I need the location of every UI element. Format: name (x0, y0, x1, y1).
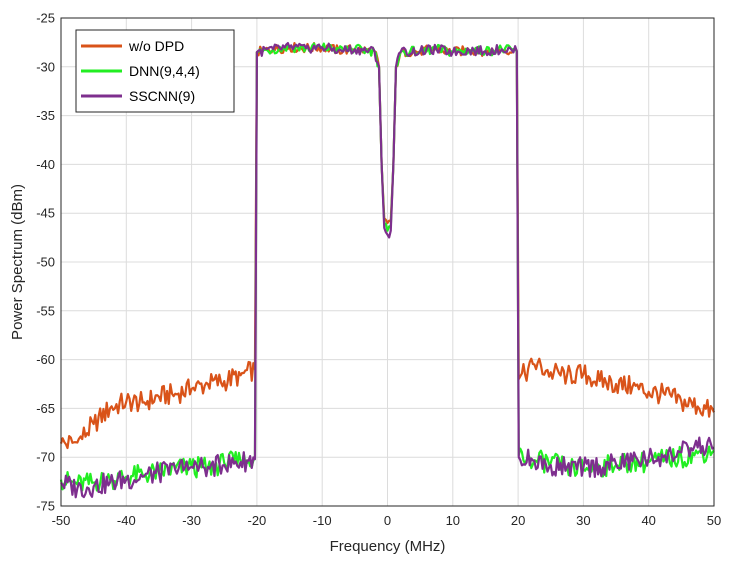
legend-label: w/o DPD (128, 38, 184, 54)
x-tick-label: -40 (117, 513, 136, 528)
x-tick-label: -30 (182, 513, 201, 528)
y-tick-label: -35 (36, 108, 55, 123)
legend-label: SSCNN(9) (129, 88, 195, 104)
y-tick-label: -50 (36, 255, 55, 270)
x-axis-label: Frequency (MHz) (330, 538, 446, 555)
legend: w/o DPD DNN(9,4,4) SSCNN(9) (75, 29, 235, 113)
y-axis-label: Power Spectrum (dBm) (9, 184, 26, 340)
series-line-w-o-dpd (59, 41, 716, 450)
y-tick-labels: -25 -30 -35 -40 -45 -50 -55 -60 -65 -70 -75 (36, 11, 55, 514)
series-line-sscnn-9 (60, 42, 715, 499)
x-tick-label: 10 (446, 513, 460, 528)
y-tick-label: -65 (36, 401, 55, 416)
y-tick-label: -55 (36, 303, 55, 318)
y-tick-label: -30 (36, 59, 55, 74)
x-tick-label: -20 (248, 513, 267, 528)
x-tick-label: -50 (52, 513, 71, 528)
x-tick-labels: -50 -40 -30 -20 -10 0 10 20 30 40 50 (52, 513, 722, 528)
series-layer (59, 41, 716, 499)
y-tick-label: -75 (36, 499, 55, 514)
y-tick-label: -45 (36, 206, 55, 221)
x-tick-label: -10 (313, 513, 332, 528)
y-tick-label: -60 (36, 352, 55, 367)
x-tick-label: 30 (576, 513, 590, 528)
x-tick-label: 0 (384, 513, 391, 528)
y-tick-label: -40 (36, 157, 55, 172)
x-tick-label: 40 (641, 513, 655, 528)
legend-label: DNN(9,4,4) (129, 63, 200, 79)
x-tick-label: 20 (511, 513, 525, 528)
y-tick-label: -25 (36, 11, 55, 26)
y-tick-label: -70 (36, 450, 55, 465)
x-tick-label: 50 (707, 513, 721, 528)
plot-frame (60, 17, 715, 507)
